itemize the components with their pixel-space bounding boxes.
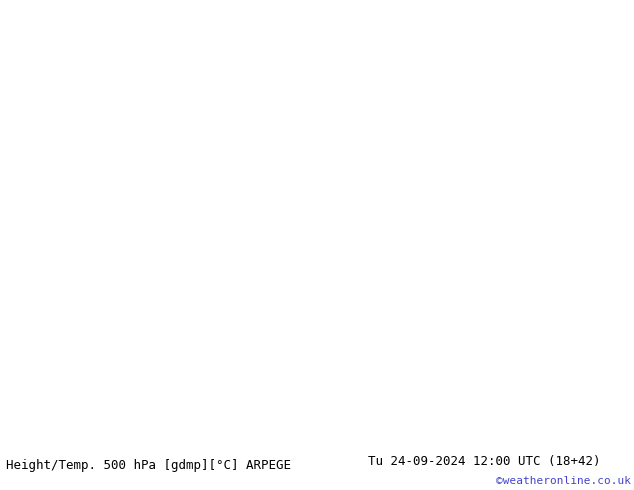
Text: ©weatheronline.co.uk: ©weatheronline.co.uk bbox=[496, 476, 631, 486]
Text: Height/Temp. 500 hPa [gdmp][°C] ARPEGE: Height/Temp. 500 hPa [gdmp][°C] ARPEGE bbox=[6, 460, 292, 472]
Text: Tu 24-09-2024 12:00 UTC (18+42): Tu 24-09-2024 12:00 UTC (18+42) bbox=[368, 455, 600, 468]
